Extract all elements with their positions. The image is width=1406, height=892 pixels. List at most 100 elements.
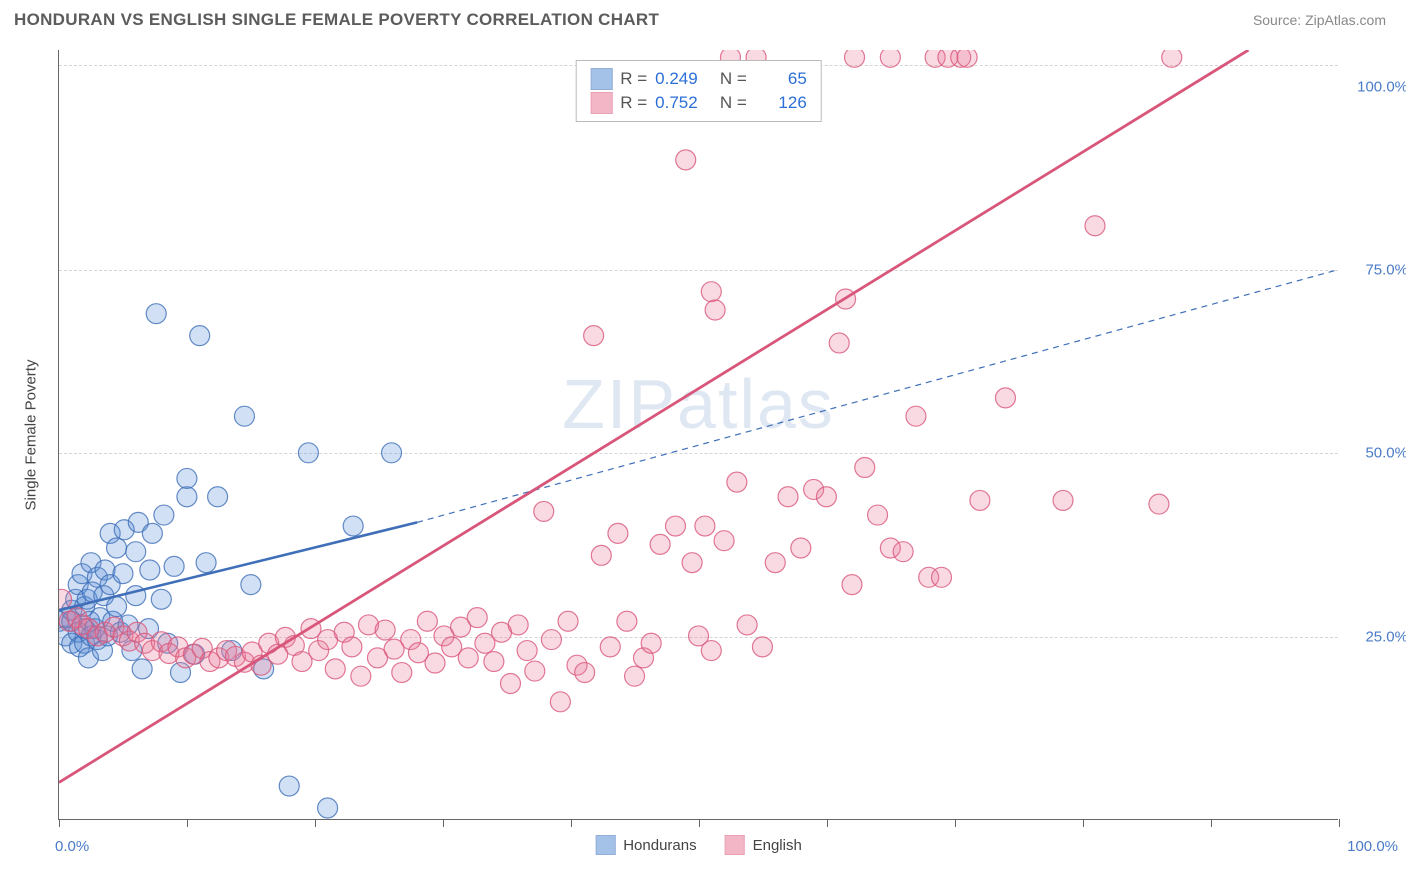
scatter-point: [417, 611, 437, 631]
y-tick-label: 50.0%: [1365, 445, 1406, 462]
legend-item-english: English: [725, 835, 802, 855]
scatter-point: [541, 630, 561, 650]
scatter-svg: [59, 50, 1338, 819]
scatter-point: [842, 575, 862, 595]
r-value-english: 0.752: [655, 93, 707, 113]
scatter-point: [1149, 494, 1169, 514]
scatter-point: [575, 663, 595, 683]
scatter-point: [484, 652, 504, 672]
y-tick-label: 25.0%: [1365, 628, 1406, 645]
x-tick: [827, 819, 828, 827]
x-tick: [59, 819, 60, 827]
scatter-point: [241, 575, 261, 595]
scatter-point: [893, 542, 913, 562]
legend-label-hondurans: Hondurans: [623, 837, 696, 854]
scatter-point: [765, 553, 785, 573]
scatter-point: [113, 564, 133, 584]
scatter-point: [107, 538, 127, 558]
scatter-point: [140, 560, 160, 580]
x-tick: [187, 819, 188, 827]
scatter-point: [695, 516, 715, 536]
scatter-point: [425, 653, 445, 673]
scatter-point: [177, 468, 197, 488]
stats-row-hondurans: R = 0.249 N = 65: [590, 67, 807, 91]
scatter-point: [164, 556, 184, 576]
n-value-english: 126: [755, 93, 807, 113]
legend: Hondurans English: [595, 835, 802, 855]
scatter-point: [298, 443, 318, 463]
scatter-point: [591, 545, 611, 565]
scatter-point: [845, 50, 865, 67]
scatter-point: [517, 641, 537, 661]
legend-swatch-english: [725, 835, 745, 855]
scatter-point: [508, 615, 528, 635]
x-tick: [443, 819, 444, 827]
scatter-point: [880, 50, 900, 67]
scatter-point: [705, 300, 725, 320]
chart-container: ZIPatlas Single Female Poverty R = 0.249…: [14, 44, 1392, 884]
scatter-point: [995, 388, 1015, 408]
scatter-point: [829, 333, 849, 353]
scatter-point: [458, 648, 478, 668]
scatter-point: [665, 516, 685, 536]
scatter-point: [154, 505, 174, 525]
scatter-point: [1162, 50, 1182, 67]
scatter-point: [791, 538, 811, 558]
scatter-point: [318, 798, 338, 818]
n-value-hondurans: 65: [755, 69, 807, 89]
scatter-point: [190, 326, 210, 346]
scatter-point: [234, 406, 254, 426]
scatter-point: [375, 620, 395, 640]
scatter-point: [1053, 490, 1073, 510]
scatter-point: [146, 304, 166, 324]
x-tick: [699, 819, 700, 827]
scatter-point: [132, 659, 152, 679]
scatter-point: [1085, 216, 1105, 236]
legend-item-hondurans: Hondurans: [595, 835, 696, 855]
scatter-point: [151, 589, 171, 609]
scatter-point: [279, 776, 299, 796]
scatter-point: [701, 282, 721, 302]
y-axis-label: Single Female Poverty: [23, 359, 40, 510]
scatter-point: [343, 516, 363, 536]
scatter-point: [500, 674, 520, 694]
scatter-point: [906, 406, 926, 426]
x-tick: [315, 819, 316, 827]
scatter-point: [682, 553, 702, 573]
correlation-stats-box: R = 0.249 N = 65 R = 0.752 N = 126: [575, 60, 822, 122]
plot-area: ZIPatlas Single Female Poverty R = 0.249…: [58, 50, 1338, 820]
scatter-point: [550, 692, 570, 712]
scatter-point: [177, 487, 197, 507]
scatter-point: [650, 534, 670, 554]
scatter-point: [932, 567, 952, 587]
scatter-point: [617, 611, 637, 631]
source-attribution: Source: ZipAtlas.com: [1253, 12, 1386, 28]
scatter-point: [641, 633, 661, 653]
scatter-point: [382, 443, 402, 463]
stats-row-english: R = 0.752 N = 126: [590, 91, 807, 115]
x-tick: [1339, 819, 1340, 827]
scatter-point: [584, 326, 604, 346]
scatter-point: [727, 472, 747, 492]
scatter-point: [778, 487, 798, 507]
scatter-point: [525, 661, 545, 681]
scatter-point: [855, 457, 875, 477]
stats-swatch-hondurans: [590, 68, 612, 90]
scatter-point: [208, 487, 228, 507]
scatter-point: [816, 487, 836, 507]
scatter-point: [737, 615, 757, 635]
scatter-point: [676, 150, 696, 170]
scatter-point: [196, 553, 216, 573]
scatter-point: [970, 490, 990, 510]
scatter-point: [351, 666, 371, 686]
scatter-point: [534, 501, 554, 521]
scatter-point: [107, 597, 127, 617]
y-tick-label: 100.0%: [1357, 78, 1406, 95]
scatter-point: [957, 50, 977, 67]
stats-swatch-english: [590, 92, 612, 114]
x-tick: [955, 819, 956, 827]
scatter-point: [126, 542, 146, 562]
scatter-point: [142, 523, 162, 543]
trend-line-extrapolated: [417, 270, 1338, 523]
y-tick-label: 75.0%: [1365, 262, 1406, 279]
